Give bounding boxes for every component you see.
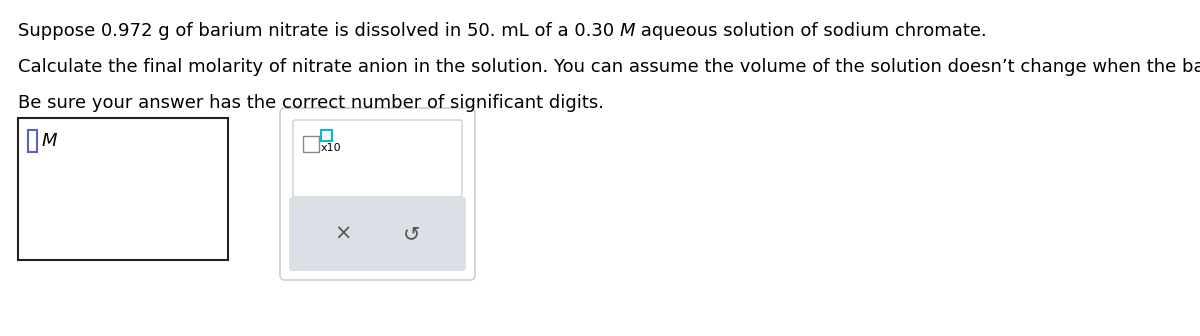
Text: ↺: ↺ <box>403 224 420 244</box>
Bar <box>28 130 37 152</box>
FancyBboxPatch shape <box>280 108 475 280</box>
FancyBboxPatch shape <box>289 197 466 271</box>
Bar <box>322 130 332 141</box>
Text: x10: x10 <box>322 143 342 153</box>
Bar <box>18 118 228 260</box>
Text: M: M <box>620 22 635 40</box>
Text: Calculate the final molarity of nitrate anion in the solution. You can assume th: Calculate the final molarity of nitrate … <box>18 58 1200 76</box>
Text: ×: × <box>335 224 352 244</box>
Text: aqueous solution of sodium chromate.: aqueous solution of sodium chromate. <box>635 22 988 40</box>
Text: Be sure your answer has the correct number of significant digits.: Be sure your answer has the correct numb… <box>18 94 604 112</box>
Text: M: M <box>42 132 58 150</box>
Text: Suppose 0.972 g of barium nitrate is dissolved in 50. mL of a 0.30: Suppose 0.972 g of barium nitrate is dis… <box>18 22 620 40</box>
Bar <box>302 136 319 152</box>
FancyBboxPatch shape <box>293 120 462 197</box>
